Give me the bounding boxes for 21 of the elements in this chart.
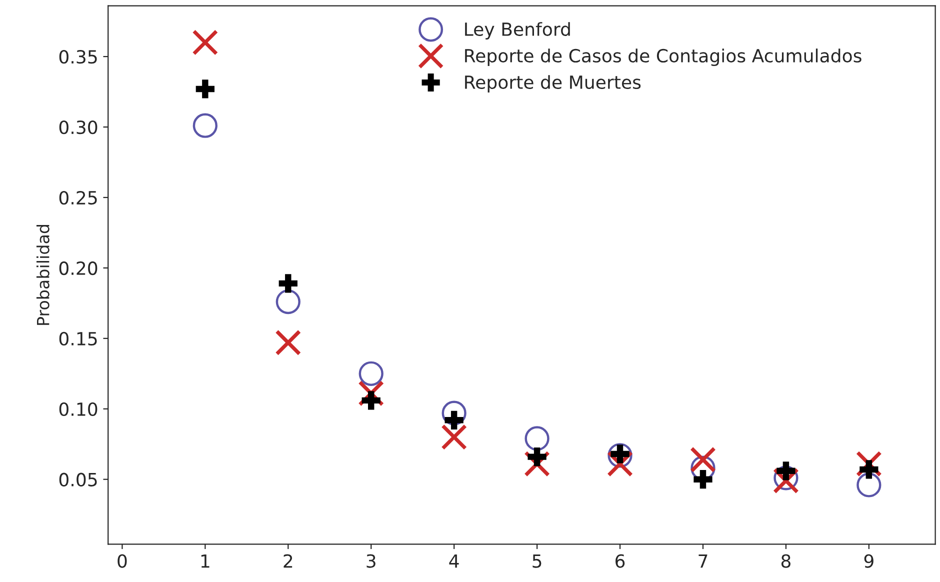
x-tick-label: 9 <box>864 554 874 568</box>
legend-label: Ley Benford <box>465 22 570 40</box>
x-tick-label: 3 <box>366 554 376 568</box>
x-tick-label: 5 <box>532 554 542 568</box>
y-tick-label: 0.25 <box>59 190 97 205</box>
legend-label: Reporte de Casos de Contagios Acumulados <box>465 48 862 66</box>
x-tick-label: 6 <box>616 554 625 568</box>
y-tick-label: 0.15 <box>59 332 97 346</box>
y-tick-label: 0.20 <box>59 261 98 276</box>
legend-label: Reporte de Muertes <box>465 75 641 93</box>
y-tick-label: 0.35 <box>59 50 97 64</box>
x-tick-label: 1 <box>201 554 210 568</box>
x-tick-label: 4 <box>449 554 459 568</box>
x-tick-label: 2 <box>284 554 292 568</box>
y-tick-label: 0.10 <box>59 402 98 416</box>
x-tick-label: 7 <box>698 554 708 568</box>
y-tick-label: 0.05 <box>59 472 97 486</box>
y-tick-label: 0.30 <box>59 120 98 134</box>
x-tick-label: 8 <box>781 554 790 568</box>
y-axis-title: Probabilidad <box>36 224 50 325</box>
x-tick-label: 0 <box>118 554 127 568</box>
